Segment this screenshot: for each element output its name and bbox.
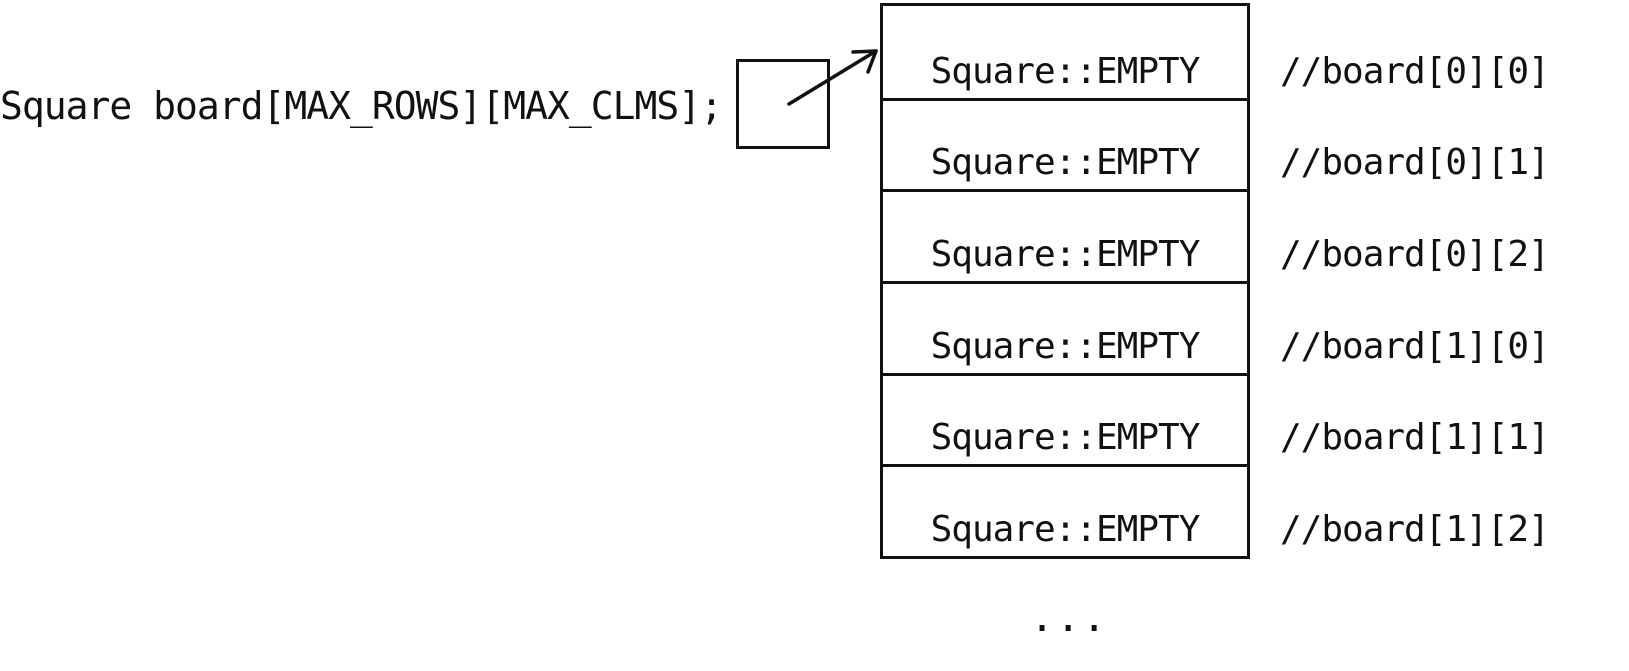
pointer-variable-box xyxy=(736,59,830,149)
arrow-head xyxy=(851,49,878,74)
array-cell: Square::EMPTY xyxy=(883,189,1247,281)
array-declaration: Square board[MAX_ROWS][MAX_CLMS]; xyxy=(0,84,723,128)
array-cell-value: Square::EMPTY xyxy=(930,508,1201,550)
array-index-comment: //board[0][1] xyxy=(1280,142,1550,184)
array-index-comment: //board[1][1] xyxy=(1280,417,1550,459)
array-cell-value: Square::EMPTY xyxy=(930,417,1201,459)
array-index-comment: //board[0][0] xyxy=(1280,50,1550,92)
array-cell-value: Square::EMPTY xyxy=(930,233,1201,275)
array-cell: Square::EMPTY xyxy=(883,6,1247,98)
continuation-ellipsis: ... xyxy=(1030,595,1109,641)
array-cell-value: Square::EMPTY xyxy=(930,142,1201,184)
array-cell: Square::EMPTY xyxy=(883,281,1247,373)
array-cell-value: Square::EMPTY xyxy=(930,50,1201,92)
array-cell-value: Square::EMPTY xyxy=(930,325,1201,367)
memory-array-stack: Square::EMPTY Square::EMPTY Square::EMPTY S… xyxy=(880,3,1250,559)
array-cell: Square::EMPTY xyxy=(883,464,1247,556)
array-index-comment: //board[1][0] xyxy=(1280,325,1550,367)
array-cell: Square::EMPTY xyxy=(883,97,1247,190)
array-cell: Square::EMPTY xyxy=(883,372,1247,465)
array-index-comment: //board[1][2] xyxy=(1280,509,1550,550)
array-index-comment: //board[0][2] xyxy=(1280,234,1550,275)
